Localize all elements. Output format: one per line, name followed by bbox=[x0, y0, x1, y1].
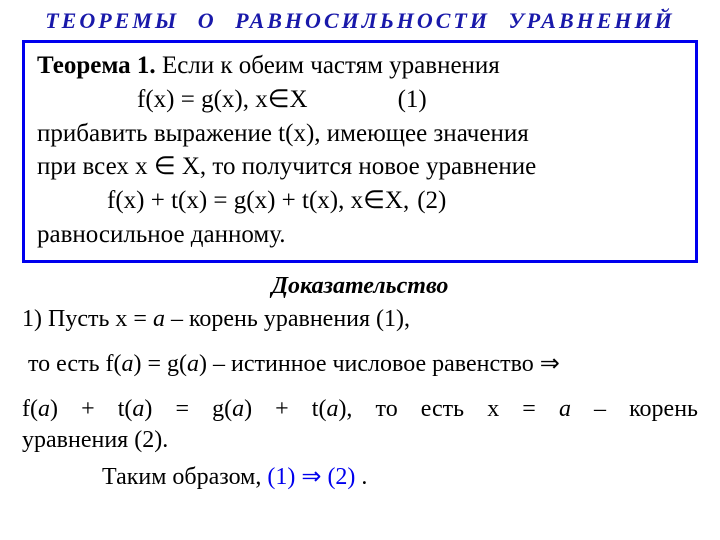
in-symbol-1: ∈ bbox=[268, 86, 290, 113]
eq2-body: f(x) + t(x) = g(x) + t(x), x bbox=[107, 187, 363, 214]
var-a-1: a bbox=[153, 306, 165, 332]
p3-c: ) = g( bbox=[144, 396, 232, 422]
var-a-3: a bbox=[187, 351, 199, 377]
proof-conclusion: Таким образом, (1) ⇒ (2) . bbox=[22, 462, 698, 493]
p2-b: ) = g( bbox=[134, 351, 188, 377]
in-symbol-2: ∈ bbox=[154, 153, 176, 180]
proof-line-2: то есть f(a) = g(a) – истинное числовое … bbox=[28, 349, 698, 380]
p1-prefix: 1) Пусть x = bbox=[22, 306, 153, 332]
eq1-number: (1) bbox=[398, 86, 427, 113]
proof-title: Доказательство bbox=[22, 273, 698, 300]
var-a-5: a bbox=[132, 396, 144, 422]
line4-pre: при всех x bbox=[37, 153, 154, 180]
p3-b: ) + t( bbox=[50, 396, 132, 422]
conclusion-dot: . bbox=[361, 464, 367, 490]
proof-line-3: f(a) + t(a) = g(a) + t(a), то есть x = a… bbox=[22, 394, 698, 456]
var-a-2: a bbox=[122, 351, 134, 377]
implies-1: ⇒ bbox=[540, 351, 560, 377]
theorem-line-6: равносильное данному. bbox=[37, 218, 683, 252]
page-title: ТЕОРЕМЫ О РАВНОСИЛЬНОСТИ УРАВНЕНИЙ bbox=[22, 8, 698, 34]
var-a-8: a bbox=[559, 396, 571, 422]
theorem-label: Теорема 1. bbox=[37, 52, 156, 79]
eq1-left: f(x) = g(x), x bbox=[137, 86, 268, 113]
p3-a: f( bbox=[22, 396, 38, 422]
p3-e: ), то есть x = bbox=[338, 396, 559, 422]
proof-block: 1) Пусть x = a – корень уравнения (1), т… bbox=[22, 304, 698, 494]
theorem-text-1: Если к обеим частям уравнения bbox=[156, 52, 500, 79]
p3-f: – корень bbox=[571, 396, 698, 422]
var-a-7: a bbox=[326, 396, 338, 422]
conclusion-pre: Таким образом, bbox=[102, 464, 267, 490]
in-symbol-3: ∈ bbox=[363, 187, 385, 214]
var-a-4: a bbox=[38, 396, 50, 422]
p2-c: ) – истинное числовое равенство bbox=[199, 351, 540, 377]
conclusion-link: (1) ⇒ (2) bbox=[267, 464, 361, 490]
theorem-box: Теорема 1. Если к обеим частям уравнения… bbox=[22, 40, 698, 263]
theorem-line-4: при всех x ∈ X, то получится новое уравн… bbox=[37, 150, 683, 184]
theorem-line-3: прибавить выражение t(x), имеющее значен… bbox=[37, 117, 683, 151]
proof-line-1: 1) Пусть x = a – корень уравнения (1), bbox=[22, 304, 698, 335]
var-a-6: a bbox=[232, 396, 244, 422]
eq1-set: X bbox=[290, 86, 308, 113]
eq2-set: X, bbox=[385, 187, 409, 214]
p1-suffix: – корень уравнения (1), bbox=[165, 306, 410, 332]
eq2-number: (2) bbox=[417, 187, 446, 214]
theorem-equation-1: f(x) = g(x), x∈X (1) bbox=[37, 83, 683, 117]
line4-post: X, то получится новое уравнение bbox=[176, 153, 537, 180]
proof-line-3b: уравнения (2). bbox=[22, 427, 168, 453]
proof-line-3a: f(a) + t(a) = g(a) + t(a), то есть x = a… bbox=[22, 394, 698, 425]
theorem-equation-2: f(x) + t(x) = g(x) + t(x), x∈X, (2) bbox=[37, 184, 683, 218]
theorem-line-1: Теорема 1. Если к обеим частям уравнения bbox=[37, 49, 683, 83]
p2-a: то есть f( bbox=[28, 351, 122, 377]
p3-d: ) + t( bbox=[244, 396, 326, 422]
